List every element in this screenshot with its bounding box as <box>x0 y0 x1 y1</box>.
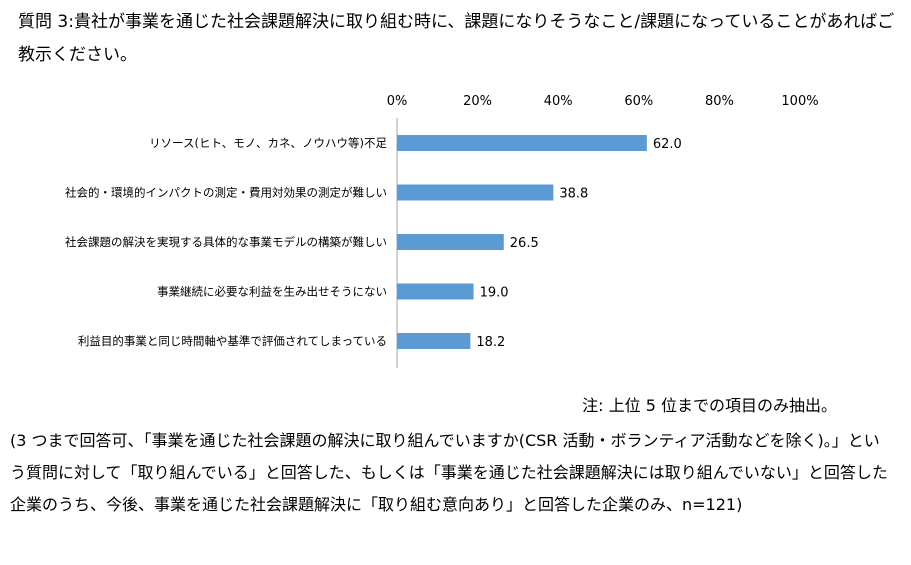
category-label: 社会的・環境的インパクトの測定・費用対効果の測定が難しい <box>65 186 387 200</box>
x-tick-label: 80% <box>705 94 734 109</box>
data-label: 38.8 <box>559 187 588 202</box>
bar-chart: 0% 20% 40% 60% 80% 100% リソース(ヒト、モノ、カネ、ノウハウ等)不… <box>65 94 819 368</box>
data-label: 62.0 <box>653 137 682 152</box>
x-tick-label: 0% <box>387 94 408 109</box>
category-label: 利益目的事業と同じ時間軸や基準で評価されてしまっている <box>78 334 387 348</box>
bar <box>397 184 554 201</box>
bars: リソース(ヒト、モノ、カネ、ノウハウ等)不足 62.0 社会的・環境的インパクトの測… <box>65 135 682 350</box>
bar <box>397 333 471 349</box>
question-text: 質問 3:貴社が事業を通じた社会課題解決に取り組む時に、課題になりそうなこと/課… <box>18 12 895 65</box>
bar <box>397 234 504 250</box>
x-tick-label: 60% <box>624 94 653 109</box>
bar <box>397 135 647 151</box>
x-tick-label: 100% <box>781 94 818 109</box>
data-label: 19.0 <box>480 286 509 301</box>
footnote-text: (3 つまで回答可、「事業を通じた社会課題の解決に取り組んでいますか(CSR 活… <box>10 431 888 514</box>
data-label: 26.5 <box>510 236 539 251</box>
category-label: 事業継続に必要な利益を生み出せそうにない <box>157 285 387 299</box>
note-text: 注: 上位 5 位までの項目のみ抽出。 <box>582 396 837 415</box>
x-axis-ticks: 0% 20% 40% 60% 80% 100% <box>387 94 819 109</box>
x-tick-label: 20% <box>463 94 492 109</box>
data-label: 18.2 <box>476 335 505 350</box>
bar <box>397 283 474 300</box>
x-tick-label: 40% <box>544 94 573 109</box>
category-label: リソース(ヒト、モノ、カネ、ノウハウ等)不足 <box>149 136 387 150</box>
category-label: 社会課題の解決を実現する具体的な事業モデルの構築が難しい <box>65 235 387 249</box>
